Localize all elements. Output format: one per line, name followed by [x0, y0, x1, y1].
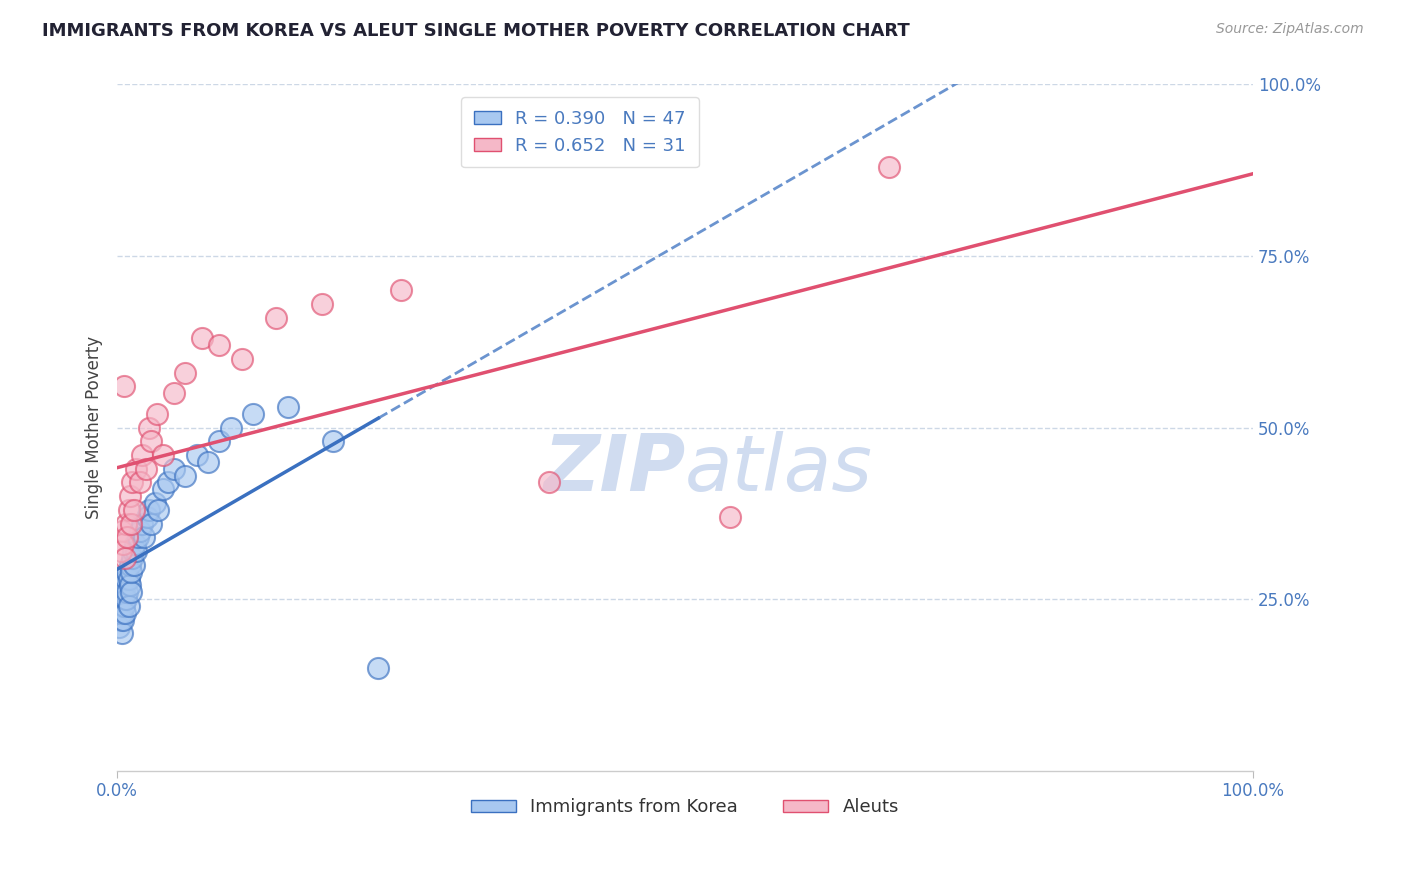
Point — [111, 592, 134, 607]
Point — [537, 475, 560, 490]
Point — [111, 606, 134, 620]
Point — [129, 475, 152, 490]
Point — [135, 509, 157, 524]
Point — [111, 524, 134, 538]
Legend: Immigrants from Korea, Aleuts: Immigrants from Korea, Aleuts — [464, 791, 907, 823]
Point — [118, 558, 141, 572]
Point — [152, 483, 174, 497]
Point — [163, 386, 186, 401]
Point — [367, 661, 389, 675]
Point — [118, 489, 141, 503]
Point — [134, 530, 156, 544]
Point — [114, 606, 136, 620]
Point — [138, 503, 160, 517]
Point — [879, 160, 901, 174]
Point — [208, 338, 231, 352]
Point — [117, 565, 139, 579]
Point — [125, 461, 148, 475]
Point — [152, 448, 174, 462]
Point — [111, 537, 134, 551]
Point — [110, 613, 132, 627]
Point — [110, 599, 132, 613]
Point — [146, 503, 169, 517]
Point — [208, 434, 231, 449]
Point — [311, 297, 333, 311]
Point — [111, 626, 134, 640]
Point — [219, 420, 242, 434]
Point — [174, 468, 197, 483]
Point — [122, 544, 145, 558]
Text: IMMIGRANTS FROM KOREA VS ALEUT SINGLE MOTHER POVERTY CORRELATION CHART: IMMIGRANTS FROM KOREA VS ALEUT SINGLE MO… — [42, 22, 910, 40]
Point — [120, 516, 142, 531]
Point — [125, 544, 148, 558]
Point — [121, 475, 143, 490]
Point — [110, 544, 132, 558]
Point — [121, 551, 143, 566]
Point — [112, 599, 135, 613]
Point — [129, 524, 152, 538]
Point — [117, 599, 139, 613]
Point — [127, 530, 149, 544]
Point — [191, 331, 214, 345]
Text: ZIP: ZIP — [543, 431, 685, 507]
Point — [115, 592, 138, 607]
Point — [720, 509, 742, 524]
Point — [163, 461, 186, 475]
Point — [117, 503, 139, 517]
Point — [117, 585, 139, 599]
Y-axis label: Single Mother Poverty: Single Mother Poverty — [86, 336, 103, 519]
Point — [135, 461, 157, 475]
Point — [114, 578, 136, 592]
Point — [111, 613, 134, 627]
Point — [277, 400, 299, 414]
Point — [117, 530, 139, 544]
Point — [112, 379, 135, 393]
Point — [112, 585, 135, 599]
Point — [122, 558, 145, 572]
Point — [114, 551, 136, 566]
Point — [264, 310, 287, 325]
Point — [120, 585, 142, 599]
Point — [124, 537, 146, 551]
Point — [141, 516, 163, 531]
Point — [108, 619, 131, 633]
Text: Source: ZipAtlas.com: Source: ZipAtlas.com — [1216, 22, 1364, 37]
Point — [389, 283, 412, 297]
Point — [157, 475, 180, 490]
Point — [131, 448, 153, 462]
Point — [117, 572, 139, 586]
Point — [186, 448, 208, 462]
Point — [146, 407, 169, 421]
Point — [115, 516, 138, 531]
Point — [120, 565, 142, 579]
Point — [174, 366, 197, 380]
Point — [231, 351, 253, 366]
Point — [141, 434, 163, 449]
Point — [122, 503, 145, 517]
Point — [197, 455, 219, 469]
Point — [138, 420, 160, 434]
Point — [143, 496, 166, 510]
Point — [131, 516, 153, 531]
Point — [118, 578, 141, 592]
Point — [115, 572, 138, 586]
Point — [322, 434, 344, 449]
Point — [242, 407, 264, 421]
Text: atlas: atlas — [685, 431, 873, 507]
